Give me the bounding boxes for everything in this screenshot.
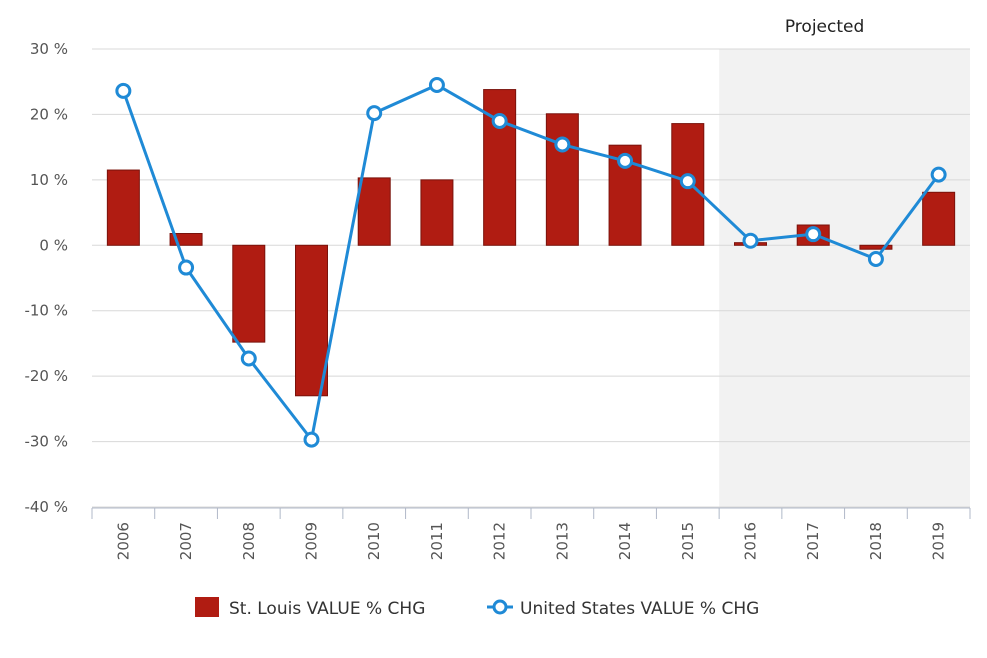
line-point[interactable] <box>303 431 320 448</box>
x-tick-label: 2010 <box>365 522 383 560</box>
bar[interactable] <box>859 244 893 250</box>
bar[interactable] <box>420 179 454 246</box>
projected-region <box>719 49 970 507</box>
series-line <box>121 83 940 444</box>
line-point[interactable] <box>491 112 508 129</box>
x-tick-label: 2014 <box>616 522 634 560</box>
x-axis: 2006 2007 2008 2009 2010 2011 2012 2013 2014 2015… <box>91 507 971 560</box>
bar[interactable] <box>169 233 203 246</box>
x-tick-label: 2017 <box>804 522 822 560</box>
legend-line-label[interactable]: United States VALUE % CHG <box>520 599 759 619</box>
line-point[interactable] <box>366 105 383 122</box>
y-axis: 30 % 20 % 10 % 0 % -10 % -20 % -30 % -40 % <box>24 40 68 516</box>
x-tick-label: 2007 <box>177 522 195 560</box>
line-point[interactable] <box>805 226 822 243</box>
line-series <box>115 76 947 448</box>
y-tick-label: -30 % <box>24 433 68 451</box>
y-tick-label: -40 % <box>24 498 68 516</box>
bar[interactable] <box>106 169 140 246</box>
bar[interactable] <box>232 244 266 343</box>
line-point[interactable] <box>867 251 884 268</box>
y-tick-label: 20 % <box>30 105 68 123</box>
x-tick-label: 2006 <box>114 522 132 560</box>
x-tick-label: 2013 <box>553 522 571 560</box>
x-tick-label: 2009 <box>303 522 321 560</box>
bar[interactable] <box>357 177 391 246</box>
line-point[interactable] <box>115 82 132 99</box>
line-point[interactable] <box>930 166 947 183</box>
line-point[interactable] <box>178 259 195 276</box>
x-tick-label: 2008 <box>240 522 258 560</box>
projected-label: Projected <box>785 17 864 37</box>
legend-bar-swatch[interactable] <box>195 597 219 617</box>
y-tick-label: 10 % <box>30 171 68 189</box>
bar[interactable] <box>295 244 328 397</box>
x-tick-label: 2016 <box>742 522 760 560</box>
x-tick-label: 2019 <box>930 522 948 560</box>
x-tick-label: 2011 <box>428 522 446 560</box>
line-point[interactable] <box>742 232 759 249</box>
bar[interactable] <box>922 191 956 246</box>
x-tick-label: 2012 <box>491 522 509 560</box>
line-point[interactable] <box>554 136 571 153</box>
line-point[interactable] <box>240 350 257 367</box>
legend-line-marker[interactable] <box>492 599 508 615</box>
x-tick-label: 2015 <box>679 522 697 560</box>
line-point[interactable] <box>428 76 445 93</box>
line-point[interactable] <box>617 152 634 169</box>
bar[interactable] <box>545 113 579 246</box>
y-tick-label: -20 % <box>24 367 68 385</box>
y-tick-label: 0 % <box>39 236 68 254</box>
x-tick-label: 2018 <box>867 522 885 560</box>
bar-series <box>106 89 956 397</box>
y-tick-label: -10 % <box>24 302 68 320</box>
legend-bar-label[interactable]: St. Louis VALUE % CHG <box>229 599 425 619</box>
line-point[interactable] <box>679 173 696 190</box>
legend: St. Louis VALUE % CHG United States VALU… <box>195 597 759 619</box>
y-tick-label: 30 % <box>30 40 68 58</box>
